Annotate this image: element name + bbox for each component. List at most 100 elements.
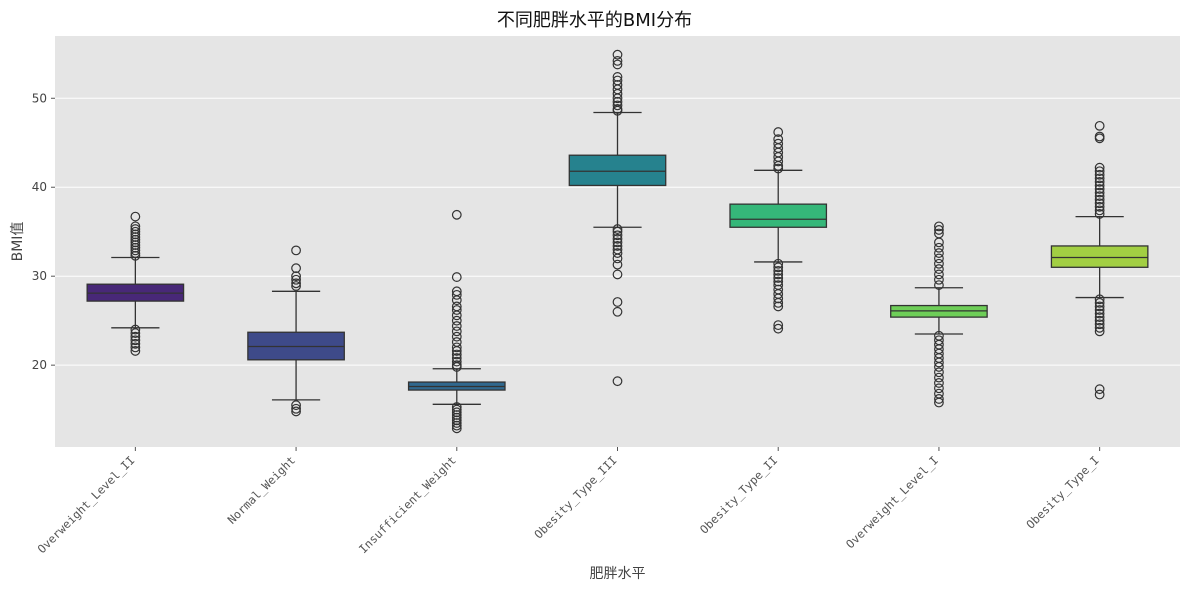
outlier-point (1094, 326, 1105, 337)
outlier-point (773, 269, 784, 280)
outlier-point (451, 326, 462, 337)
outlier-point (1094, 198, 1105, 209)
outlier-point (451, 342, 462, 353)
chart-title: 不同肥胖水平的BMI分布 (496, 10, 693, 31)
outlier-point (612, 253, 623, 264)
outlier-point (612, 105, 623, 116)
x-tick-label: Insufficient_Weight (356, 453, 459, 556)
outlier-point (934, 394, 944, 404)
outlier-point (130, 248, 141, 258)
x-tick-label: Obesity_Type_II (697, 453, 780, 536)
outlier-point (1094, 209, 1105, 219)
outlier-point (612, 248, 623, 258)
outlier-point (1094, 120, 1105, 131)
outlier-point (1094, 308, 1105, 319)
outlier-point (130, 328, 141, 339)
outlier-point (451, 321, 462, 331)
outlier-point (1094, 319, 1105, 330)
outlier-point (451, 418, 462, 428)
y-tick-label: 40 (32, 180, 47, 194)
outlier-point (1094, 389, 1105, 400)
outlier-point (451, 420, 462, 431)
outlier-point (291, 403, 301, 414)
outlier-point (1094, 180, 1105, 191)
outlier-point (1094, 194, 1105, 205)
outlier-point (1094, 205, 1105, 216)
outlier-point (1094, 384, 1105, 395)
outlier-point (612, 297, 623, 307)
outlier-point (934, 357, 944, 368)
outlier-point (1094, 176, 1105, 187)
outlier-point (1094, 133, 1105, 144)
outlier-point (451, 310, 462, 321)
y-axis-label: BMI值 (10, 222, 26, 262)
outlier-point (773, 265, 784, 276)
outlier-point (1094, 169, 1105, 180)
outlier-point (934, 274, 944, 285)
outlier-point (1094, 301, 1105, 312)
outlier-point (1094, 297, 1105, 308)
outlier-point (451, 289, 462, 300)
x-tick-label: Normal_Weight (225, 453, 299, 527)
outlier-point (612, 59, 623, 70)
iqr-box (1050, 245, 1149, 268)
iqr-box (729, 203, 828, 228)
outlier-point (773, 301, 784, 312)
outlier-point (773, 156, 784, 167)
outlier-point (451, 423, 462, 434)
box-obesity-type-ii (729, 127, 828, 334)
outlier-point (612, 241, 623, 251)
outlier-point (130, 250, 141, 261)
y-tick-label: 30 (32, 269, 47, 283)
outlier-point (451, 272, 462, 282)
outlier-point (934, 237, 944, 248)
outlier-point (130, 324, 141, 335)
outlier-point (451, 209, 462, 220)
outlier-point (612, 306, 623, 317)
y-tick-label: 50 (32, 91, 47, 105)
outlier-point (773, 258, 784, 269)
outlier-point (773, 163, 784, 174)
outlier-point (934, 264, 944, 274)
outlier-point (291, 278, 301, 289)
outlier-point (1094, 294, 1105, 305)
outlier-point (451, 349, 462, 360)
outlier-point (291, 406, 301, 417)
outlier-point (451, 315, 462, 326)
outlier-point (1094, 312, 1105, 323)
outlier-point (934, 248, 944, 258)
outlier-point (451, 331, 462, 342)
outlier-point (612, 233, 623, 244)
outlier-point (773, 127, 784, 137)
box-normal-weight (247, 245, 345, 417)
outlier-point (934, 362, 944, 372)
outlier-point (934, 258, 944, 269)
outlier-point (612, 230, 623, 241)
outlier-point (612, 56, 623, 66)
outlier-point (934, 269, 944, 280)
outlier-point (934, 397, 944, 408)
outlier-point (773, 273, 784, 283)
outlier-point (1094, 173, 1105, 184)
outlier-point (934, 383, 944, 394)
outlier-point (1094, 315, 1105, 326)
x-tick-label: Overweight_Level_I (843, 453, 941, 551)
outlier-point (934, 225, 944, 235)
outlier-point (934, 253, 944, 264)
outlier-point (291, 281, 301, 291)
outlier-point (1094, 305, 1105, 315)
outlier-point (612, 259, 623, 270)
box-obesity-type-i (1050, 120, 1149, 400)
box-insufficient-weight (407, 209, 506, 434)
x-tick-label: Overweight_Level_II (35, 453, 138, 556)
outlier-point (612, 237, 623, 248)
outlier-point (612, 224, 623, 234)
outlier-point (934, 372, 944, 383)
box-overweight-level-i (890, 221, 988, 408)
outlier-point (773, 297, 784, 308)
outlier-point (291, 245, 301, 256)
outlier-point (1094, 166, 1105, 177)
outlier-point (130, 346, 141, 356)
outlier-point (130, 342, 141, 353)
outlier-point (934, 280, 944, 290)
